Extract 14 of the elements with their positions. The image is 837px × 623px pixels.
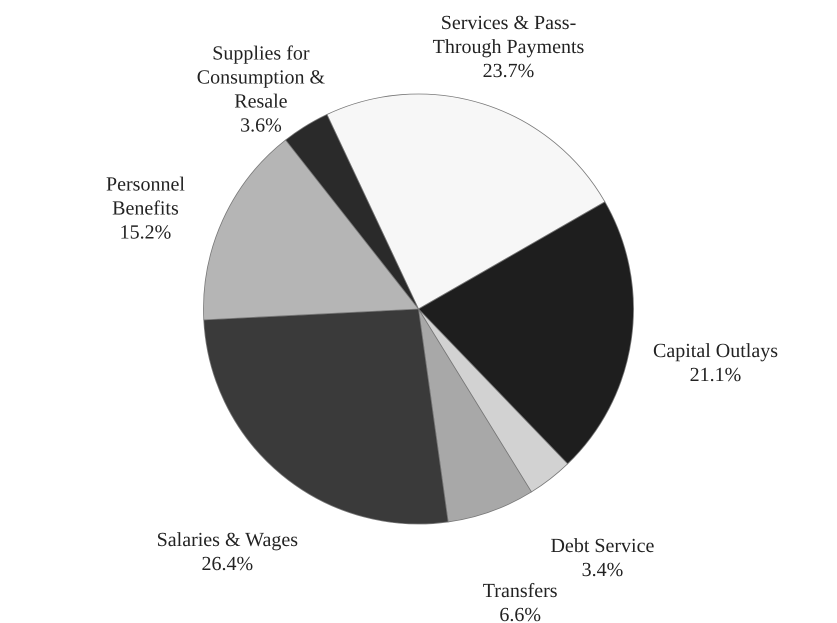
slice-label: Capital Outlays	[653, 340, 778, 362]
data-label: 23.7%	[482, 60, 534, 82]
slice-label: Services & Pass-Through Payments	[432, 12, 584, 58]
slice-label: Debt Service	[550, 535, 654, 558]
data-label: 3.4%	[582, 559, 624, 582]
data-label: 21.1%	[690, 364, 742, 386]
data-label: 6.6%	[499, 604, 542, 623]
data-label: 26.4%	[201, 553, 254, 576]
slice-label: Salaries & Wages	[156, 529, 298, 552]
slice-label: Personnel Benefits	[106, 174, 186, 220]
data-label: 15.2%	[120, 222, 172, 244]
data-label: 3.6%	[240, 114, 282, 137]
slice-label: Transfers	[482, 580, 558, 602]
slice-label: Supplies for Consumption & Resale	[196, 42, 326, 113]
